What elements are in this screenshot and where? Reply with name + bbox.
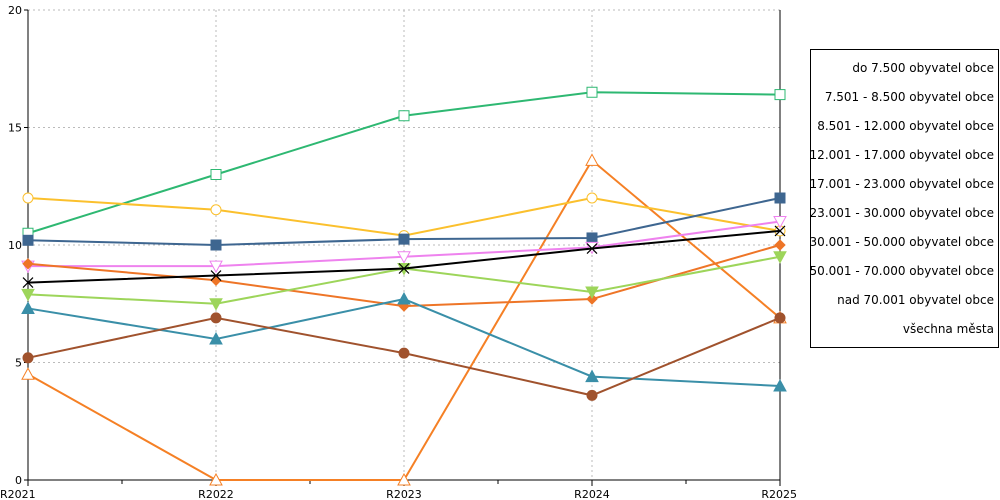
data-point [774, 312, 786, 324]
data-point [397, 292, 411, 305]
legend-item: 30.001 - 50.000 obyvatel obce [809, 235, 994, 249]
y-tick-label: 0 [15, 474, 22, 487]
data-point [209, 260, 223, 274]
series-line [27, 298, 781, 387]
data-point [397, 472, 411, 486]
data-point [21, 288, 35, 302]
y-tick-label: 5 [15, 357, 22, 370]
data-point [586, 86, 598, 98]
legend-item: 50.001 - 70.000 obyvatel obce [809, 264, 994, 278]
data-point [586, 389, 598, 401]
legend-item: 23.001 - 30.000 obyvatel obce [809, 206, 994, 220]
x-tick-label: R2024 [574, 488, 610, 500]
data-point [21, 367, 35, 380]
data-point [773, 251, 787, 264]
data-point [398, 233, 410, 245]
legend: do 7.500 obyvatel obce 7.501 - 8.500 obyv… [810, 49, 999, 348]
data-point [398, 110, 410, 122]
data-point [773, 216, 787, 229]
data-point [774, 239, 786, 251]
data-point [22, 192, 34, 204]
data-point [398, 347, 410, 359]
data-point [210, 239, 222, 251]
data-point [586, 243, 598, 254]
data-point [210, 270, 222, 281]
data-point [210, 312, 222, 324]
y-tick-label: 15 [8, 122, 22, 135]
series-group [21, 86, 787, 486]
data-point [397, 251, 411, 264]
x-tick-label: R2023 [386, 488, 422, 500]
grid-lines [28, 9, 780, 480]
legend-item: do 7.500 obyvatel obce [852, 61, 994, 75]
data-point [209, 472, 223, 486]
data-point [22, 352, 34, 364]
legend-item: 12.001 - 17.000 obyvatel obce [809, 148, 994, 162]
legend-item: nad 70.001 obyvatel obce [837, 293, 994, 307]
x-tick-label: R2022 [198, 488, 234, 500]
legend-item: 17.001 - 23.000 obyvatel obce [809, 177, 994, 191]
series-10 [22, 225, 786, 289]
series-4 [22, 192, 786, 251]
data-point [585, 286, 599, 300]
x-tick-label: R2025 [761, 488, 797, 500]
data-point [774, 225, 786, 237]
x-tick-label: R2021 [0, 488, 36, 500]
data-point [586, 293, 598, 305]
data-point [22, 234, 34, 246]
data-point [210, 274, 222, 286]
data-point [21, 301, 35, 314]
data-point [774, 192, 786, 204]
data-point [22, 258, 34, 270]
data-point [586, 192, 598, 204]
data-point [398, 263, 410, 274]
legend-item: všechna města [902, 322, 994, 336]
y-tick-label: 20 [8, 4, 22, 17]
data-point [585, 153, 599, 166]
data-point [773, 378, 787, 392]
legend-item: 8.501 - 12.000 obyvatel obce [817, 119, 994, 133]
data-point [209, 298, 223, 311]
data-point [586, 232, 598, 244]
data-point [210, 204, 222, 216]
series-9 [22, 312, 786, 401]
data-point [585, 369, 599, 383]
data-point [210, 169, 222, 180]
legend-item: 7.501 - 8.500 obyvatel obce [824, 90, 994, 104]
data-point [774, 89, 786, 101]
series-8 [21, 292, 787, 392]
y-tick-label: 10 [8, 239, 22, 252]
data-point [22, 277, 34, 289]
data-point [209, 331, 223, 345]
